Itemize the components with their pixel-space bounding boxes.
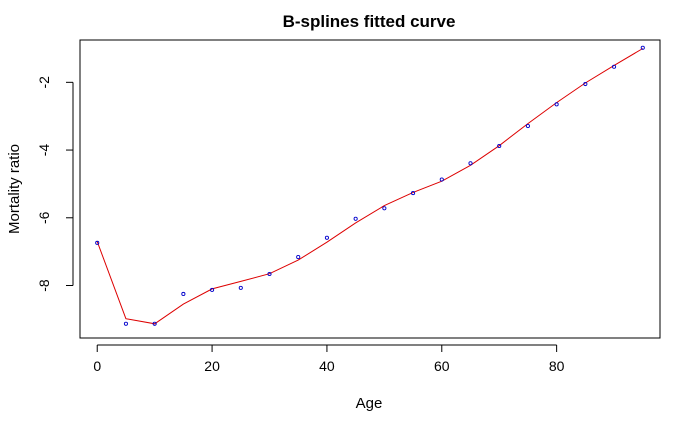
data-point (210, 287, 215, 292)
data-point (238, 285, 243, 290)
y-tick-label: -6 (36, 211, 52, 224)
y-axis: -8 -6 -4 -2 (36, 76, 74, 292)
fitted-curve-line (96, 48, 644, 325)
x-axis: 0 20 40 60 80 (93, 344, 565, 374)
x-axis-label: Age (356, 395, 383, 412)
data-points (95, 45, 645, 326)
y-tick-label: -8 (36, 279, 52, 292)
y-axis-label: Mortality ratio (6, 144, 23, 234)
data-point (181, 291, 186, 297)
x-tick-label: 40 (319, 358, 335, 374)
data-point (123, 321, 128, 326)
data-point (497, 143, 502, 149)
y-tick-label: -4 (36, 144, 52, 157)
x-tick-label: 60 (434, 358, 450, 374)
data-point (468, 161, 473, 166)
data-point (267, 271, 272, 277)
data-point (439, 177, 444, 182)
data-point (612, 64, 617, 69)
data-point (554, 102, 559, 107)
y-tick-label: -2 (36, 76, 52, 89)
data-point (95, 240, 100, 245)
data-point (382, 206, 387, 211)
x-tick-label: 20 (204, 358, 220, 374)
chart-title: B-splines fitted curve (283, 12, 456, 31)
data-point (353, 216, 358, 221)
data-point (296, 255, 301, 260)
data-point (152, 321, 157, 326)
data-point (324, 235, 329, 240)
data-point (640, 45, 645, 50)
plot-frame (79, 39, 661, 339)
x-tick-label: 0 (93, 358, 101, 374)
x-tick-label: 80 (549, 358, 565, 374)
data-point (583, 81, 588, 87)
data-point (525, 123, 530, 129)
data-point (411, 191, 416, 196)
